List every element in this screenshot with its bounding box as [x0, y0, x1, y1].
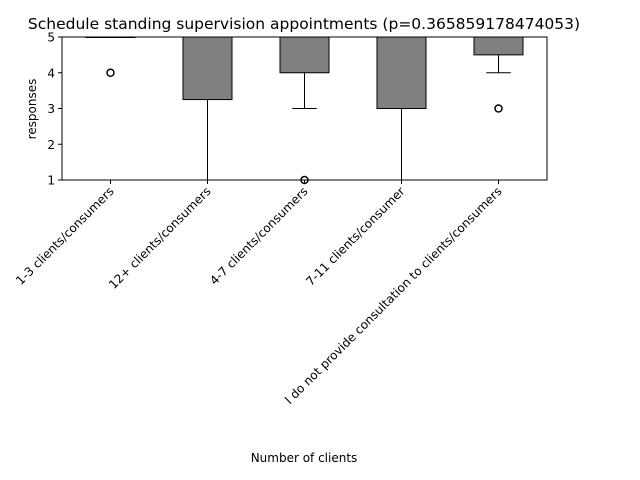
chart-title: Schedule standing supervision appointmen… — [28, 15, 580, 33]
y-tick-label: 4 — [47, 66, 55, 80]
y-axis-label: responses — [25, 79, 39, 140]
x-tick-label: 12+ clients/consumers — [106, 184, 214, 292]
x-tick-label: 1-3 clients/consumers — [13, 184, 116, 287]
x-tick-label: 7-11 clients/consumer — [303, 184, 407, 288]
y-tick-label: 2 — [47, 138, 55, 152]
outlier-point — [494, 104, 503, 113]
x-tick-label: 4-7 clients/consumers — [207, 184, 310, 287]
y-tick-label: 1 — [47, 174, 55, 188]
x-tick-label: I do not provide consultation to clients… — [282, 184, 505, 407]
box — [182, 36, 233, 101]
x-axis-label: Number of clients — [251, 451, 358, 465]
box — [473, 36, 524, 56]
y-tick-label: 3 — [47, 102, 55, 116]
box — [376, 36, 427, 109]
y-tick-label: 5 — [47, 31, 55, 45]
box — [279, 36, 330, 74]
outlier-point — [106, 68, 115, 77]
outlier-point — [300, 175, 309, 185]
